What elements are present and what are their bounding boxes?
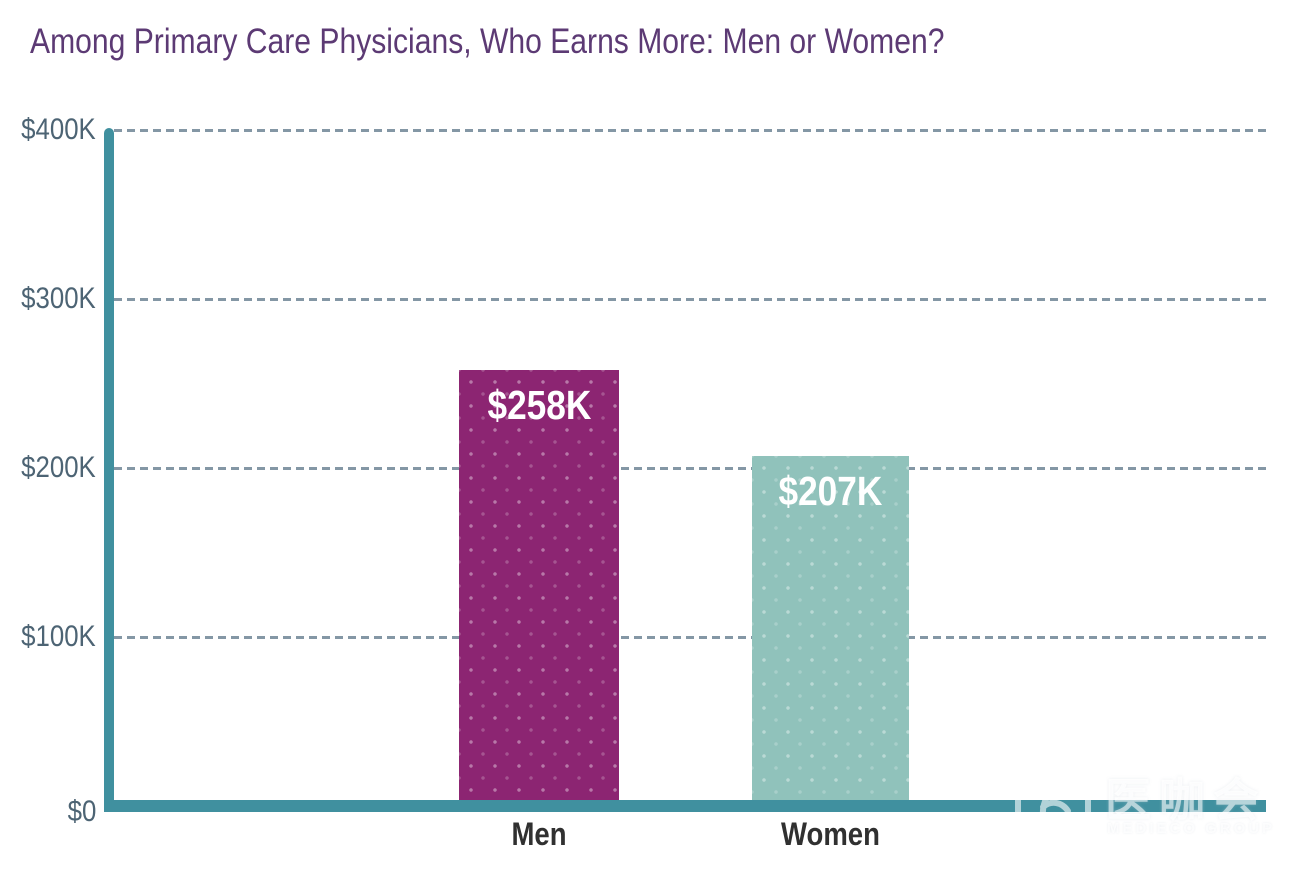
watermark-logo-icon	[1013, 766, 1093, 851]
x-axis-line	[104, 800, 1266, 812]
y-tick-label-text: $300K	[21, 282, 96, 315]
y-tick-label-text: $400K	[21, 113, 96, 146]
bar-women-value-text: $207K	[778, 468, 883, 515]
y-tick-label-text: $100K	[21, 620, 96, 653]
bar-women[interactable]: $207K	[752, 456, 909, 800]
x-tick-label-men-text: Men	[511, 816, 567, 852]
chart-title-text: Among Primary Care Physicians, Who Earns…	[30, 22, 945, 61]
gridline-300k	[114, 297, 1266, 301]
gridline-200k	[114, 466, 1266, 470]
bar-men[interactable]: $258K	[459, 369, 619, 800]
bar-women-value-label: $207K	[752, 468, 909, 515]
y-tick-label-text: $200K	[21, 451, 96, 484]
bar-men-value-text: $258K	[487, 381, 591, 428]
y-tick-label-100k: $100K	[0, 618, 96, 656]
watermark: 医咖会 MEDIECO GROUP	[1005, 762, 1275, 862]
y-tick-label-text: $0	[67, 795, 96, 828]
y-tick-label-400k: $400K	[0, 111, 96, 149]
chart-title: Among Primary Care Physicians, Who Earns…	[30, 22, 1093, 62]
x-tick-label-women: Women	[752, 816, 909, 853]
watermark-cjk-text: 医咖会	[1105, 774, 1267, 826]
y-tick-label-0: $0	[0, 793, 96, 831]
bar-men-value-label: $258K	[459, 382, 619, 429]
x-tick-label-women-text: Women	[781, 816, 880, 852]
y-tick-label-300k: $300K	[0, 280, 96, 318]
y-axis-line	[104, 128, 114, 812]
watermark-latin-text: MEDIECO GROUP	[1107, 820, 1276, 837]
gridline-100k	[114, 635, 1266, 639]
gridline-400k	[114, 128, 1266, 132]
x-tick-label-men: Men	[459, 816, 619, 853]
y-tick-label-200k: $200K	[0, 449, 96, 487]
